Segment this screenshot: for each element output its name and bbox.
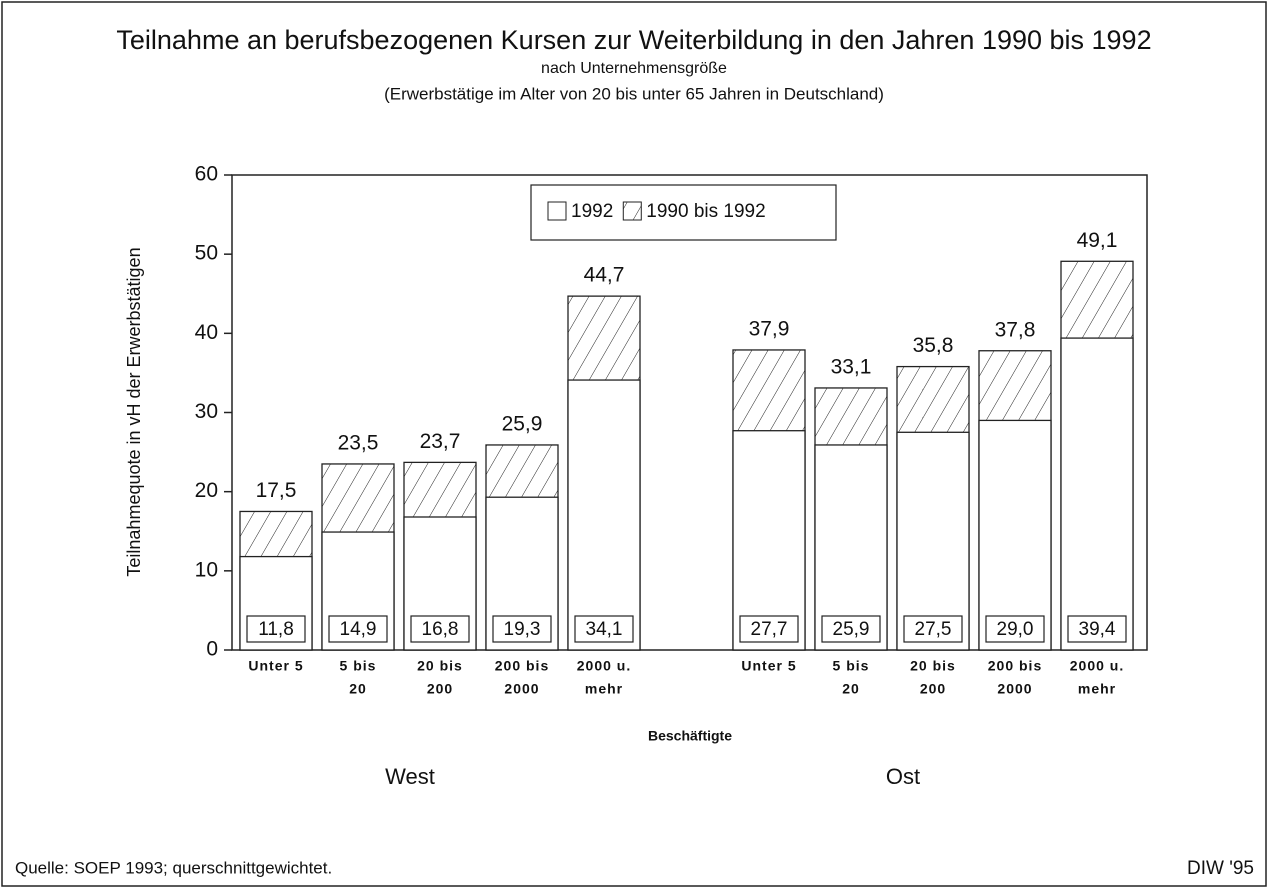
x-tick-label: 20: [349, 681, 367, 697]
x-tick-label: 20 bis: [910, 658, 956, 674]
y-tick-label: 50: [195, 242, 218, 265]
subtitle: nach Unternehmensgröße: [541, 60, 727, 77]
x-tick-label: 2000 u.: [1070, 658, 1124, 674]
source: Quelle: SOEP 1993; querschnittgewichtet.: [15, 858, 332, 877]
value-label: 23,5: [338, 432, 379, 455]
bar: [896, 431, 970, 651]
value-label-box: [739, 615, 799, 643]
value-label-box: [246, 615, 306, 643]
chart-title: Teilnahme an berufsbezogenen Kursen zur …: [116, 25, 1151, 55]
x-tick-label: 200: [427, 681, 453, 697]
y-tick-label: 30: [195, 400, 218, 423]
value-label: 34,1: [586, 619, 623, 640]
x-tick-label: 2000: [504, 681, 539, 697]
bar: [567, 379, 641, 651]
value-label: 37,9: [749, 318, 790, 341]
value-label-box: [903, 615, 963, 643]
value-label: 27,7: [751, 619, 788, 640]
x-tick-label: 200: [920, 681, 946, 697]
y-tick-label: 0: [206, 638, 218, 661]
value-label: 11,8: [258, 619, 294, 640]
legend-label: 1992: [571, 201, 613, 222]
bar: [978, 419, 1052, 651]
value-label: 25,9: [833, 619, 870, 640]
value-label: 23,7: [420, 430, 461, 453]
value-label-box: [821, 615, 881, 643]
x-tick-label: mehr: [585, 681, 623, 697]
value-label-box: [410, 615, 470, 643]
x-tick-label: 5 bis: [340, 658, 377, 674]
value-label: 33,1: [831, 356, 872, 379]
group-label: West: [385, 764, 435, 789]
x-tick-label: 20: [842, 681, 860, 697]
y-tick-label: 20: [195, 479, 218, 502]
bar: [1060, 337, 1134, 651]
value-label-box: [492, 615, 552, 643]
value-label-box: [985, 615, 1045, 643]
x-tick-label: 200 bis: [495, 658, 549, 674]
y-axis-label: Teilnahmequote in vH der Erwerbstätigen: [124, 247, 144, 576]
x-tick-label: mehr: [1078, 681, 1116, 697]
value-label: 39,4: [1079, 619, 1116, 640]
group-label: Ost: [886, 764, 920, 789]
value-label-box: [328, 615, 388, 643]
x-tick-label: 2000 u.: [577, 658, 631, 674]
legend-box: [530, 184, 837, 241]
value-label: 27,5: [915, 619, 952, 640]
value-label: 19,3: [504, 619, 541, 640]
value-label: 35,8: [913, 334, 954, 357]
value-label: 25,9: [502, 413, 543, 436]
value-label: 37,8: [995, 318, 1036, 341]
credit: DIW '95: [1187, 858, 1254, 879]
legend-swatch: [547, 201, 567, 221]
value-label: 44,7: [584, 264, 625, 287]
x-tick-label: 2000: [997, 681, 1032, 697]
value-label: 14,9: [340, 619, 377, 640]
value-label: 16,8: [422, 619, 459, 640]
value-label: 49,1: [1077, 229, 1118, 252]
x-axis-label: Beschäftigte: [648, 728, 732, 744]
subtitle: (Erwerbstätige im Alter von 20 bis unter…: [384, 84, 884, 103]
legend-label: 1990 bis 1992: [646, 201, 765, 222]
legend-swatch: [622, 201, 642, 221]
x-tick-label: 200 bis: [988, 658, 1042, 674]
value-label: 29,0: [997, 619, 1034, 640]
y-tick-label: 60: [195, 163, 218, 186]
value-label-box: [1067, 615, 1127, 643]
x-tick-label: 5 bis: [833, 658, 870, 674]
value-label: 17,5: [256, 479, 297, 502]
y-tick-label: 10: [195, 558, 218, 581]
x-tick-label: 20 bis: [417, 658, 463, 674]
x-tick-label: Unter 5: [741, 658, 796, 674]
y-tick-label: 40: [195, 321, 218, 344]
value-label-box: [574, 615, 634, 643]
x-tick-label: Unter 5: [248, 658, 303, 674]
bar: [732, 430, 806, 651]
